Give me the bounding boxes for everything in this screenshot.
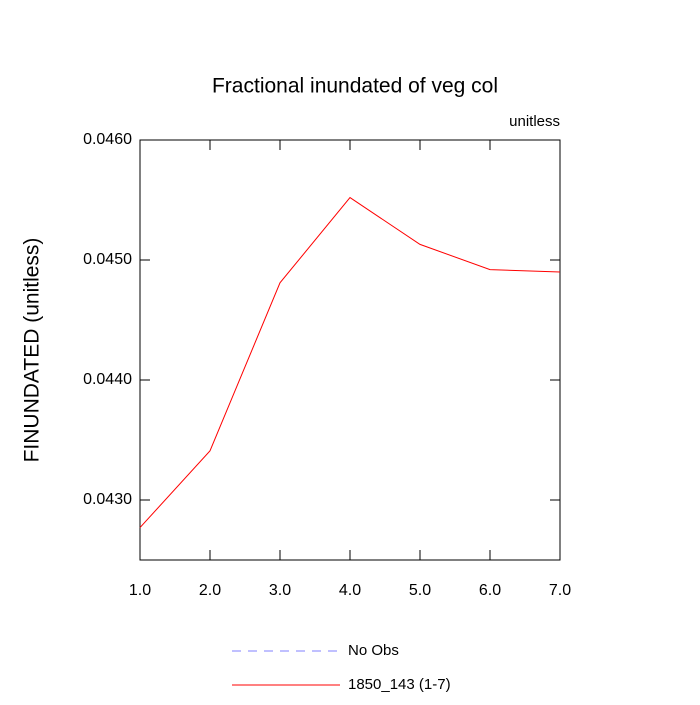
x-tick-label: 6.0 (479, 582, 501, 599)
y-tick-label: 0.0450 (83, 251, 132, 268)
data-line (139, 196, 561, 528)
chart-title: Fractional inundated of veg col (212, 75, 498, 98)
y-tick-label: 0.0460 (83, 131, 132, 148)
y-axis-label: FINUNDATED (unitless) (21, 238, 44, 463)
x-tick-label: 4.0 (339, 582, 361, 599)
units-label: unitless (509, 113, 560, 130)
legend-label: 1850_143 (1-7) (348, 676, 451, 693)
x-tick-label: 3.0 (269, 582, 291, 599)
y-tick-label: 0.0440 (83, 371, 132, 388)
x-tick-label: 1.0 (129, 582, 151, 599)
x-tick-label: 2.0 (199, 582, 221, 599)
y-tick-label: 0.0430 (83, 491, 132, 508)
x-tick-label: 5.0 (409, 582, 431, 599)
legend-label: No Obs (348, 642, 399, 659)
x-tick-label: 7.0 (549, 582, 571, 599)
plot-frame (139, 139, 561, 561)
